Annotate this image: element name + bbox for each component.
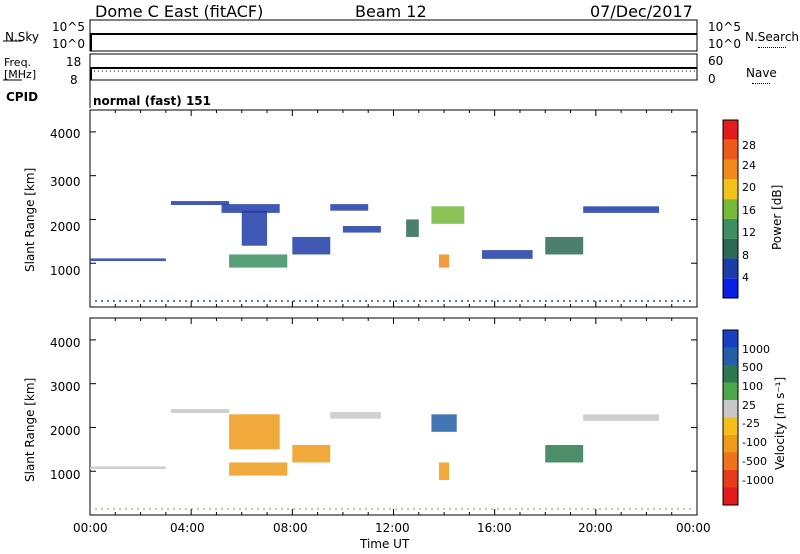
power-colorbar-swatch <box>723 278 738 298</box>
power-colorbar-swatch <box>723 139 738 160</box>
power-echo-region <box>439 254 450 268</box>
velocity-colorbar-swatch <box>723 365 738 383</box>
velocity-ytick-3000: 3000 <box>50 380 81 394</box>
xtick-1: 04:00 <box>170 521 205 535</box>
velocity-colorbar-swatch <box>723 487 738 505</box>
velocity-echo-region <box>330 412 381 419</box>
power-cb-tick-28: 28 <box>742 139 756 152</box>
velocity-colorbar-swatch <box>723 470 738 488</box>
xtick-0: 00:00 <box>73 521 108 535</box>
power-colorbar-swatch <box>723 218 738 239</box>
power-ytick-4000: 4000 <box>50 127 81 141</box>
velocity-colorbar-swatch <box>723 452 738 470</box>
beam-label: Beam 12 <box>355 2 427 21</box>
power-echo-region <box>90 258 166 262</box>
xtick-2: 08:00 <box>273 521 308 535</box>
velocity-ytick-2000: 2000 <box>50 424 81 438</box>
power-cb-tick-16: 16 <box>742 204 756 217</box>
power-echo-region <box>545 236 584 255</box>
velocity-colorbar-frame <box>722 329 739 506</box>
nsky-tick-low: 10^0 <box>52 37 85 51</box>
nsky-tick-high: 10^5 <box>52 20 85 34</box>
velocity-colorbar-swatch <box>723 417 738 435</box>
velocity-colorbar-swatch <box>723 435 738 453</box>
power-colorbar-swatch <box>723 159 738 180</box>
velocity-cb-tick-500: 500 <box>742 361 763 374</box>
velocity-colorbar-swatch <box>723 382 738 400</box>
velocity-echo-region <box>583 414 660 421</box>
power-echo-region <box>221 204 280 213</box>
power-colorbar-frame <box>722 119 739 299</box>
power-echo-region <box>330 204 369 211</box>
power-cb-tick-4: 4 <box>742 271 749 284</box>
velocity-colorbar-swatch <box>723 400 738 418</box>
radar-title: Dome C East (fitACF) <box>95 2 264 21</box>
velocity-cb-tick-neg100: -100 <box>742 436 767 449</box>
power-colorbar-swatch <box>723 179 738 200</box>
nave-label: Nave <box>746 66 777 80</box>
power-cb-tick-12: 12 <box>742 226 756 239</box>
power-echo-region <box>482 250 533 259</box>
nsearch-tick-low: 10^0 <box>708 37 741 51</box>
velocity-cb-tick-100: 100 <box>742 380 763 393</box>
freq-unit: [MHz] <box>4 68 37 81</box>
power-ytick-2000: 2000 <box>50 220 81 234</box>
velocity-echo-region <box>229 414 280 450</box>
power-ytick-1000: 1000 <box>50 264 81 278</box>
power-colorbar-swatch <box>723 258 738 279</box>
velocity-echo-region <box>170 409 230 413</box>
power-echo-region <box>342 226 381 233</box>
velocity-echo-region <box>229 462 288 476</box>
velocity-colorbar-swatch <box>723 347 738 365</box>
velocity-echo-region <box>439 462 450 480</box>
power-echo-region <box>292 236 331 255</box>
xtick-4: 16:00 <box>477 521 512 535</box>
freq-tick-high: 18 <box>66 55 82 69</box>
power-echo-region <box>406 219 419 237</box>
velocity-cb-tick-neg500: -500 <box>742 455 767 468</box>
freq-label: Freq. <box>4 56 32 69</box>
nave-tick-high: 60 <box>708 54 724 68</box>
power-colorbar-swatch <box>723 199 738 219</box>
power-ytick-3000: 3000 <box>50 175 81 189</box>
nave-tick-low: 0 <box>708 72 716 86</box>
power-echo-region <box>170 201 230 205</box>
power-cb-tick-8: 8 <box>742 249 749 262</box>
cpid-label: CPID <box>6 90 39 104</box>
nave-dots <box>752 83 770 84</box>
velocity-ytick-4000: 4000 <box>50 336 81 350</box>
velocity-echo-region <box>431 414 457 432</box>
velocity-echo-region <box>292 444 331 463</box>
velocity-cb-tick-25: 25 <box>742 399 756 412</box>
freq-tick-low: 8 <box>70 73 78 87</box>
velocity-cb-tick-neg1000: -1000 <box>742 474 774 487</box>
power-cb-tick-20: 20 <box>742 181 756 194</box>
cpid-value: normal (fast) 151 <box>93 94 211 108</box>
power-cb-tick-24: 24 <box>742 159 756 172</box>
velocity-echo-region <box>90 466 166 470</box>
nsearch-dots <box>758 47 786 48</box>
velocity-ytick-1000: 1000 <box>50 468 81 482</box>
power-colorbar-swatch <box>723 120 738 140</box>
velocity-cb-tick-neg25: -25 <box>742 417 760 430</box>
velocity-cb-tick-1000: 1000 <box>742 343 770 356</box>
date-label: 07/Dec/2017 <box>590 2 693 21</box>
power-echo-region <box>431 206 465 224</box>
velocity-echo-region <box>545 444 584 463</box>
xtick-5: 20:00 <box>578 521 613 535</box>
xlabel: Time UT <box>360 537 410 551</box>
power-echo-region <box>229 254 288 268</box>
xtick-6: 00:00 <box>676 521 711 535</box>
nsearch-tick-high: 10^5 <box>708 20 741 34</box>
xtick-3: 12:00 <box>375 521 410 535</box>
power-colorbar-swatch <box>723 238 738 259</box>
velocity-colorbar-swatch <box>723 330 738 348</box>
nsky-panel <box>89 19 698 52</box>
nsearch-label: N.Search <box>745 30 800 44</box>
power-echo-region <box>241 210 268 246</box>
power-echo-region <box>583 206 660 213</box>
